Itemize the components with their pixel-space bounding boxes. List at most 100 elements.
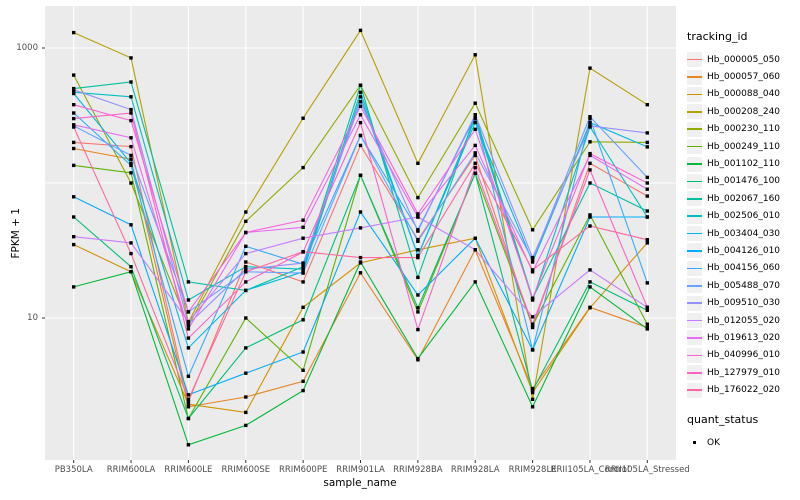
data-point (416, 310, 420, 314)
data-point (186, 298, 191, 302)
data-point (645, 327, 649, 331)
data-point (129, 118, 133, 123)
data-point (129, 111, 133, 115)
data-point (72, 285, 76, 289)
data-point (416, 255, 420, 260)
data-point (129, 163, 133, 168)
data-point (588, 116, 592, 121)
data-point (72, 235, 76, 239)
data-point (416, 275, 420, 280)
data-point (645, 175, 649, 180)
data-point (530, 255, 535, 260)
legend-key-line-icon (687, 365, 702, 381)
data-point (416, 327, 420, 332)
x-tick-label: PB350LA (54, 465, 93, 475)
data-point (416, 293, 420, 297)
data-point (244, 280, 248, 284)
data-point (72, 30, 76, 35)
data-point (473, 127, 477, 131)
data-point (473, 115, 477, 119)
legend-item-tracking: Hb_040996_010 (687, 347, 799, 364)
data-point (358, 260, 363, 264)
data-point (473, 236, 477, 240)
legend-key-line-icon (687, 260, 702, 276)
legend-item-tracking: Hb_012055_020 (687, 312, 799, 329)
legend-item-label: Hb_000249_110 (707, 141, 781, 152)
x-tick-label: RRIM928LA (450, 465, 500, 475)
legend-key-line-icon (687, 121, 702, 137)
legend-quant-items: OK (687, 434, 799, 451)
data-point (358, 255, 363, 260)
data-point (588, 306, 592, 310)
legend-item-tracking: Hb_004156_060 (687, 260, 799, 277)
x-tick-label: RRII105LA_Control (550, 465, 630, 475)
data-point (244, 316, 248, 320)
legend-item-tracking: Hb_004126_010 (687, 242, 799, 259)
legend-key-line-icon (687, 139, 702, 155)
data-point (473, 161, 477, 165)
legend-item-tracking: Hb_000230_110 (687, 121, 799, 138)
legend-title-quant-status: quant_status (687, 412, 759, 426)
legend-key-line-icon (687, 382, 702, 398)
data-point (645, 103, 649, 107)
data-point (530, 325, 535, 330)
legend-key-line-icon (687, 330, 702, 346)
legend-item-label: Hb_127979_010 (707, 367, 781, 378)
data-point (72, 242, 76, 247)
data-point (645, 145, 649, 149)
data-point (473, 171, 477, 175)
data-point (530, 405, 535, 409)
data-point (129, 270, 133, 274)
data-point (186, 346, 191, 350)
data-point (588, 181, 592, 185)
legend-item-tracking: Hb_001102_110 (687, 155, 799, 172)
data-point (129, 95, 133, 99)
legend-item-label: Hb_001476_100 (707, 176, 781, 187)
data-point (129, 251, 133, 256)
data-point (416, 306, 420, 310)
data-point (416, 161, 420, 165)
data-point (301, 318, 305, 322)
legend-item-label: Hb_000230_110 (707, 124, 781, 135)
legend-key-line-icon (687, 69, 702, 85)
legend-key-line-icon (687, 347, 702, 363)
data-point (588, 140, 592, 144)
legend-item-tracking: Hb_009510_030 (687, 294, 799, 311)
data-point (129, 136, 133, 140)
data-point (588, 153, 592, 158)
legend-tracking-items: Hb_000005_050 Hb_000057_060 Hb_000088_040 H… (687, 51, 799, 399)
data-point (645, 131, 649, 135)
data-point (186, 374, 191, 378)
data-point (72, 125, 76, 129)
legend-item-tracking: Hb_127979_010 (687, 364, 799, 381)
data-point (645, 238, 649, 242)
legend-key-line-icon (687, 156, 702, 172)
legend-item-label: OK (707, 437, 720, 448)
legend-item-label: Hb_176022_020 (707, 385, 781, 396)
data-point (358, 226, 363, 230)
y-tick-label: 1000 (16, 42, 38, 53)
legend-item-tracking: Hb_176022_020 (687, 381, 799, 398)
data-point (186, 310, 191, 314)
data-point (530, 322, 535, 326)
x-tick-label: RRIM928BA (393, 465, 443, 475)
data-point (72, 215, 76, 219)
data-point (473, 248, 477, 252)
data-point (645, 308, 649, 312)
data-point (588, 268, 592, 272)
data-point (416, 229, 420, 233)
data-point (244, 251, 248, 256)
data-point (244, 210, 248, 214)
data-point (530, 228, 535, 232)
data-point (588, 215, 592, 219)
data-point (473, 280, 477, 284)
legend-item-quant: OK (687, 434, 799, 451)
data-point (72, 195, 76, 199)
data-point (416, 215, 420, 219)
data-point (645, 140, 649, 145)
data-point (244, 371, 248, 375)
data-point (473, 153, 477, 158)
legend-item-label: Hb_002506_010 (707, 211, 781, 222)
legend-item-tracking: Hb_000057_060 (687, 68, 799, 85)
data-point (358, 143, 363, 148)
